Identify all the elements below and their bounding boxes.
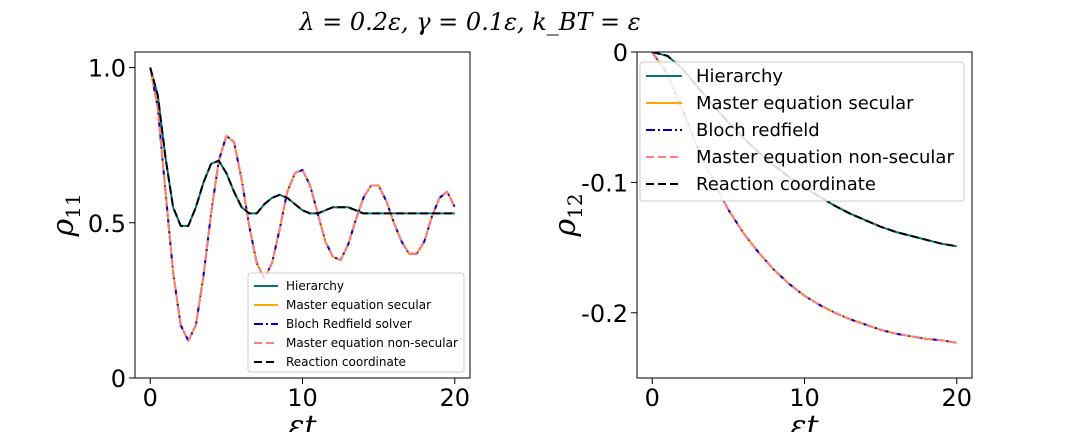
legend: Hierarchy Master equation secular Bloch Re…: [247, 272, 465, 373]
y-tick-label: 0.5: [88, 210, 126, 238]
series-line-reaction-coordinate: [149, 67, 455, 227]
legend-label: Bloch Redfield solver: [286, 317, 412, 331]
x-tick-label: 0: [143, 384, 158, 412]
y-axis-label: ρ12: [548, 193, 587, 237]
legend-label: Master equation non-secular: [286, 336, 458, 350]
series-line-master-equation-non-secular: [149, 67, 456, 342]
x-tick-label: 20: [941, 384, 972, 412]
legend-label: Bloch redfield: [696, 120, 820, 141]
series-line-master-equation-non-secular: [651, 52, 957, 344]
y-tick-label: 1.0: [88, 55, 126, 83]
x-axis-label: εt: [790, 409, 819, 432]
x-axis-label: εt: [288, 409, 317, 432]
legend-label: Reaction coordinate: [696, 174, 876, 195]
left-panel: 0 10 20 0 0.5 1.0 εt ρ11 Hierarchy Master equatio…: [46, 51, 471, 432]
x-tick-label: 10: [287, 384, 318, 412]
x-tick-label: 20: [439, 384, 470, 412]
legend-box: [639, 61, 965, 202]
legend: Hierarchy Master equation secular Bloch re…: [639, 61, 965, 202]
y-tick-label: -0.2: [581, 300, 628, 328]
legend-label: Master equation secular: [696, 93, 914, 114]
y-tick-label: -0.1: [581, 169, 628, 197]
legend-label: Hierarchy: [696, 66, 783, 87]
legend-label: Master equation secular: [286, 298, 431, 312]
legend-label: Hierarchy: [286, 279, 344, 293]
right-panel: 0 10 20 0 -0.1 -0.2 εt ρ12 Hierarchy Master equat…: [548, 39, 973, 432]
legend-label: Reaction coordinate: [286, 355, 406, 369]
y-axis-label: ρ11: [46, 193, 85, 237]
x-tick-label: 0: [645, 384, 660, 412]
series-group: [149, 67, 456, 342]
y-tick-label: 0: [613, 39, 628, 67]
legend-box: [247, 272, 465, 373]
y-tick-label: 0: [111, 365, 126, 393]
x-tick-label: 10: [789, 384, 820, 412]
legend-label: Master equation non-secular: [696, 147, 954, 168]
figure-title: λ = 0.2ε, γ = 0.1ε, k_BT = ε: [298, 8, 640, 36]
